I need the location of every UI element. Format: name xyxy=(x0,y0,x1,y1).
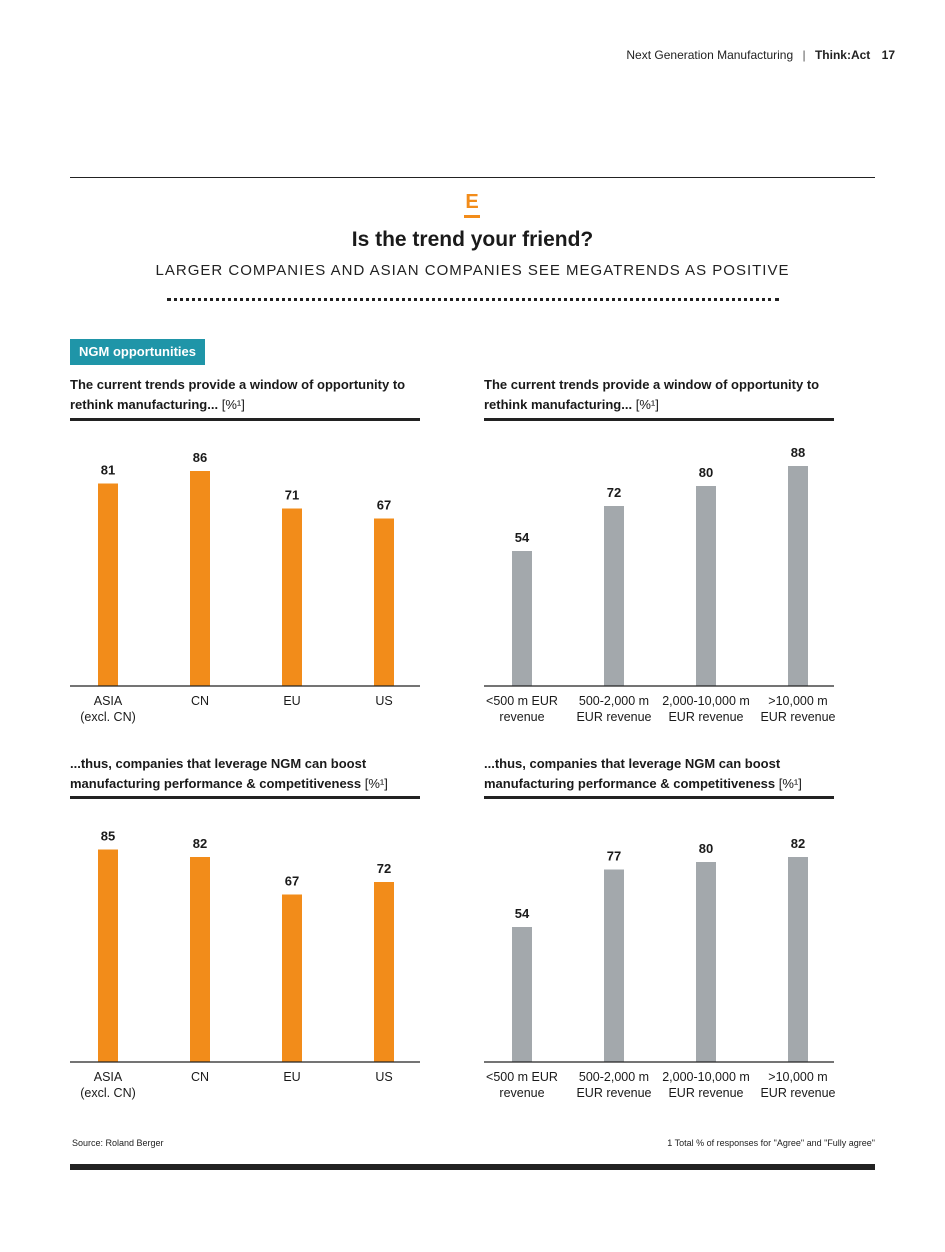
data-label: 82 xyxy=(193,836,207,851)
chart-title-text: The current trends provide a window of o… xyxy=(484,377,820,412)
source-note: Source: Roland Berger xyxy=(72,1138,164,1148)
publication-title: Next Generation Manufacturing xyxy=(626,48,794,62)
bottom-divider xyxy=(70,1164,875,1170)
category-label: EUR revenue xyxy=(760,710,835,724)
data-label: 72 xyxy=(607,485,621,500)
category-label: 500-2,000 m xyxy=(579,1070,649,1084)
bar xyxy=(190,857,210,1062)
chart-title-unit: [%¹] xyxy=(778,776,802,791)
top-divider xyxy=(70,177,875,178)
bar xyxy=(788,857,808,1062)
category-label: (excl. CN) xyxy=(80,1086,136,1100)
category-label: <500 m EUR xyxy=(486,694,558,708)
data-label: 85 xyxy=(101,829,115,844)
chart-title-text: ...thus, companies that leverage NGM can… xyxy=(70,756,367,791)
bar xyxy=(604,506,624,686)
category-label: EUR revenue xyxy=(576,710,651,724)
data-label: 54 xyxy=(515,906,530,921)
data-label: 82 xyxy=(791,836,805,851)
section-letter: E xyxy=(465,191,479,213)
chart-title-top-left: The current trends provide a window of o… xyxy=(70,375,430,415)
bar xyxy=(696,862,716,1062)
bar xyxy=(512,927,532,1062)
header-separator: | xyxy=(802,48,806,62)
section-tag: NGM opportunities xyxy=(70,339,205,365)
chart-income-top-right: 54 <500 m EUR revenue 72 500-2,000 m EUR reve… xyxy=(484,445,836,724)
data-label: 67 xyxy=(377,498,391,513)
page-header: Next Generation Manufacturing | Think:Ac… xyxy=(626,48,895,62)
category-label: US xyxy=(375,694,392,708)
category-label: EUR revenue xyxy=(760,1086,835,1100)
category-label: ASIA xyxy=(94,694,123,708)
category-label: ASIA xyxy=(94,1070,123,1084)
chart-title-rule xyxy=(484,418,834,421)
data-label: 77 xyxy=(607,849,621,864)
category-label: 2,000-10,000 m xyxy=(662,1070,750,1084)
category-label: EUR revenue xyxy=(668,1086,743,1100)
chart-region-top-left: 81 ASIA (excl. CN) 86 CN 71 EU 67 US xyxy=(70,450,420,724)
data-label: 71 xyxy=(285,488,299,503)
bar xyxy=(696,486,716,686)
chart-title-text: The current trends provide a window of o… xyxy=(70,377,406,412)
category-label: revenue xyxy=(499,1086,544,1100)
chart-region-bottom-left: 85 ASIA (excl. CN) 82 CN 67 EU 72 US xyxy=(70,829,420,1100)
category-label: <500 m EUR xyxy=(486,1070,558,1084)
footnote: 1 Total % of responses for "Agree" and "… xyxy=(667,1138,875,1148)
category-label: (excl. CN) xyxy=(80,710,136,724)
section-letter-underline xyxy=(464,215,480,218)
bar xyxy=(604,869,624,1062)
bar xyxy=(190,471,210,686)
category-label: >10,000 m xyxy=(768,694,827,708)
page-number: 17 xyxy=(881,48,895,62)
data-label: 80 xyxy=(699,465,713,480)
category-label: 500-2,000 m xyxy=(579,694,649,708)
chart-title-rule xyxy=(484,796,834,799)
chart-title-top-right: The current trends provide a window of o… xyxy=(484,375,844,415)
category-label: CN xyxy=(191,1070,209,1084)
page-title: Is the trend your friend? xyxy=(351,228,594,251)
bar xyxy=(512,551,532,686)
chart-title-rule xyxy=(70,796,420,799)
category-label: EUR revenue xyxy=(668,710,743,724)
category-label: EU xyxy=(283,1070,300,1084)
data-label: 67 xyxy=(285,874,299,889)
bar xyxy=(98,849,118,1062)
category-label: CN xyxy=(191,694,209,708)
chart-title-rule xyxy=(70,418,420,421)
category-label: EU xyxy=(283,694,300,708)
chart-title-unit: [%¹] xyxy=(364,776,388,791)
chart-title-unit: [%¹] xyxy=(221,397,245,412)
data-label: 54 xyxy=(515,530,530,545)
bar xyxy=(282,894,302,1062)
bar xyxy=(788,466,808,686)
chart-title-bottom-right: ...thus, companies that leverage NGM can… xyxy=(484,754,844,794)
chart-income-bottom-right: 54 <500 m EUR revenue 77 500-2,000 m EUR reve… xyxy=(484,836,836,1100)
data-label: 88 xyxy=(791,445,805,460)
bar xyxy=(282,508,302,686)
category-label: US xyxy=(375,1070,392,1084)
bar xyxy=(98,483,118,686)
chart-title-text: ...thus, companies that leverage NGM can… xyxy=(484,756,781,791)
category-label: EUR revenue xyxy=(576,1086,651,1100)
page-subtitle: LARGER COMPANIES AND ASIAN COMPANIES SEE… xyxy=(155,262,790,279)
bar xyxy=(374,518,394,686)
data-label: 80 xyxy=(699,841,713,856)
data-label: 72 xyxy=(377,861,391,876)
brand-name: Think:Act xyxy=(814,48,871,62)
category-label: revenue xyxy=(499,710,544,724)
chart-title-unit: [%¹] xyxy=(635,397,659,412)
dotted-divider xyxy=(167,298,779,301)
bar xyxy=(374,882,394,1062)
data-label: 86 xyxy=(193,450,207,465)
chart-title-bottom-left: ...thus, companies that leverage NGM can… xyxy=(70,754,430,794)
category-label: >10,000 m xyxy=(768,1070,827,1084)
data-label: 81 xyxy=(101,463,115,478)
category-label: 2,000-10,000 m xyxy=(662,694,750,708)
